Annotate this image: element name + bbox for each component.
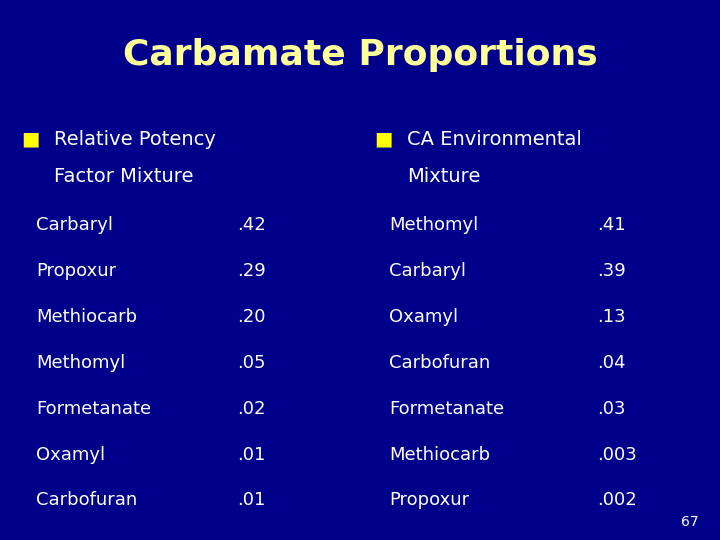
Text: Methomyl: Methomyl: [389, 216, 478, 234]
Text: Formetanate: Formetanate: [36, 400, 151, 417]
Text: .05: .05: [238, 354, 266, 372]
Text: Carbaryl: Carbaryl: [36, 216, 113, 234]
Text: .003: .003: [598, 446, 637, 463]
Text: Carbofuran: Carbofuran: [36, 491, 138, 509]
Text: Oxamyl: Oxamyl: [389, 308, 458, 326]
Text: 67: 67: [681, 515, 698, 529]
Text: .01: .01: [238, 446, 266, 463]
Text: .42: .42: [238, 216, 266, 234]
Text: Oxamyl: Oxamyl: [36, 446, 105, 463]
Text: Methiocarb: Methiocarb: [389, 446, 490, 463]
Text: .29: .29: [238, 262, 266, 280]
Text: .02: .02: [238, 400, 266, 417]
Text: .04: .04: [598, 354, 626, 372]
Text: CA Environmental: CA Environmental: [407, 130, 582, 148]
Text: Methiocarb: Methiocarb: [36, 308, 137, 326]
Text: .002: .002: [598, 491, 637, 509]
Text: .13: .13: [598, 308, 626, 326]
Text: ■: ■: [374, 130, 393, 148]
Text: ■: ■: [22, 130, 40, 148]
Text: .41: .41: [598, 216, 626, 234]
Text: Carbamate Proportions: Carbamate Proportions: [122, 38, 598, 72]
Text: .01: .01: [238, 491, 266, 509]
Text: Factor Mixture: Factor Mixture: [54, 167, 194, 186]
Text: Relative Potency: Relative Potency: [54, 130, 216, 148]
Text: Carbaryl: Carbaryl: [389, 262, 466, 280]
Text: .03: .03: [598, 400, 626, 417]
Text: Methomyl: Methomyl: [36, 354, 125, 372]
Text: Propoxur: Propoxur: [389, 491, 469, 509]
Text: Carbofuran: Carbofuran: [389, 354, 490, 372]
Text: Mixture: Mixture: [407, 167, 480, 186]
Text: .20: .20: [238, 308, 266, 326]
Text: Propoxur: Propoxur: [36, 262, 116, 280]
Text: Formetanate: Formetanate: [389, 400, 504, 417]
Text: .39: .39: [598, 262, 626, 280]
